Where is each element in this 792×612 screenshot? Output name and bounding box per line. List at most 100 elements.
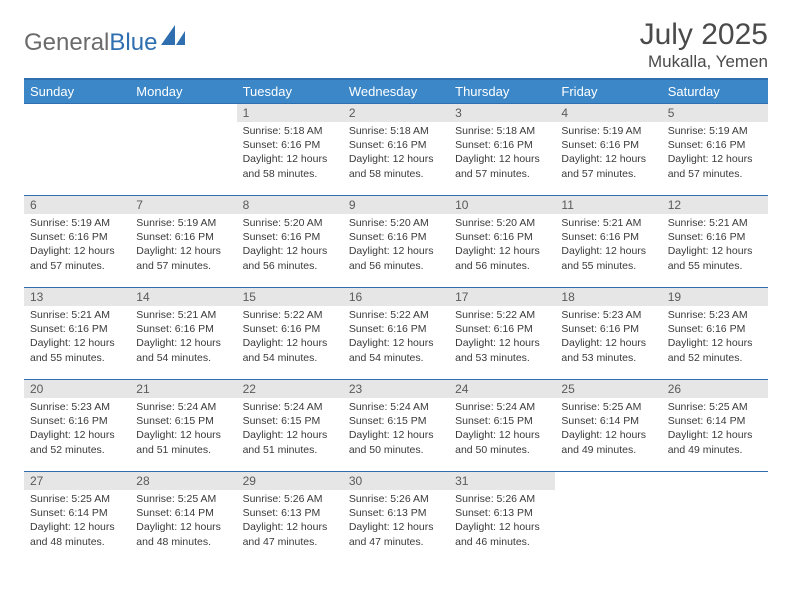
- calendar-day-cell: 24Sunrise: 5:24 AMSunset: 6:15 PMDayligh…: [449, 380, 555, 472]
- calendar-week-row: 6Sunrise: 5:19 AMSunset: 6:16 PMDaylight…: [24, 196, 768, 288]
- calendar-day-cell: 23Sunrise: 5:24 AMSunset: 6:15 PMDayligh…: [343, 380, 449, 472]
- day-details: Sunrise: 5:26 AMSunset: 6:13 PMDaylight:…: [237, 490, 343, 553]
- calendar-week-row: 20Sunrise: 5:23 AMSunset: 6:16 PMDayligh…: [24, 380, 768, 472]
- calendar-day-cell: 31Sunrise: 5:26 AMSunset: 6:13 PMDayligh…: [449, 472, 555, 564]
- logo-sail-icon: [161, 24, 187, 52]
- day-details: Sunrise: 5:22 AMSunset: 6:16 PMDaylight:…: [343, 306, 449, 369]
- calendar-day-cell: [662, 472, 768, 564]
- day-details: Sunrise: 5:22 AMSunset: 6:16 PMDaylight:…: [449, 306, 555, 369]
- day-details: Sunrise: 5:18 AMSunset: 6:16 PMDaylight:…: [449, 122, 555, 185]
- day-of-week-header: Friday: [555, 79, 661, 104]
- day-details: Sunrise: 5:21 AMSunset: 6:16 PMDaylight:…: [24, 306, 130, 369]
- day-details: Sunrise: 5:24 AMSunset: 6:15 PMDaylight:…: [130, 398, 236, 461]
- page-title: July 2025: [640, 18, 768, 52]
- day-number: 3: [449, 104, 555, 122]
- day-number: 10: [449, 196, 555, 214]
- day-number: 26: [662, 380, 768, 398]
- calendar-day-cell: [555, 472, 661, 564]
- calendar-day-cell: 16Sunrise: 5:22 AMSunset: 6:16 PMDayligh…: [343, 288, 449, 380]
- day-number: 4: [555, 104, 661, 122]
- day-number: 31: [449, 472, 555, 490]
- day-details: Sunrise: 5:19 AMSunset: 6:16 PMDaylight:…: [662, 122, 768, 185]
- calendar-day-cell: 25Sunrise: 5:25 AMSunset: 6:14 PMDayligh…: [555, 380, 661, 472]
- day-number: 7: [130, 196, 236, 214]
- logo: GeneralBlue: [24, 24, 187, 62]
- calendar-day-cell: 19Sunrise: 5:23 AMSunset: 6:16 PMDayligh…: [662, 288, 768, 380]
- calendar-day-cell: 29Sunrise: 5:26 AMSunset: 6:13 PMDayligh…: [237, 472, 343, 564]
- day-of-week-header: Tuesday: [237, 79, 343, 104]
- day-details: Sunrise: 5:23 AMSunset: 6:16 PMDaylight:…: [662, 306, 768, 369]
- calendar-day-cell: 20Sunrise: 5:23 AMSunset: 6:16 PMDayligh…: [24, 380, 130, 472]
- day-number: 29: [237, 472, 343, 490]
- calendar-day-cell: 17Sunrise: 5:22 AMSunset: 6:16 PMDayligh…: [449, 288, 555, 380]
- calendar-day-cell: 15Sunrise: 5:22 AMSunset: 6:16 PMDayligh…: [237, 288, 343, 380]
- calendar-day-cell: 27Sunrise: 5:25 AMSunset: 6:14 PMDayligh…: [24, 472, 130, 564]
- day-number: 22: [237, 380, 343, 398]
- day-number: 18: [555, 288, 661, 306]
- day-number: 30: [343, 472, 449, 490]
- calendar-day-cell: 22Sunrise: 5:24 AMSunset: 6:15 PMDayligh…: [237, 380, 343, 472]
- calendar-day-cell: 6Sunrise: 5:19 AMSunset: 6:16 PMDaylight…: [24, 196, 130, 288]
- day-number: 23: [343, 380, 449, 398]
- day-number: 8: [237, 196, 343, 214]
- day-of-week-header: Sunday: [24, 79, 130, 104]
- header: GeneralBlue July 2025 Mukalla, Yemen: [24, 18, 768, 72]
- day-number: 17: [449, 288, 555, 306]
- day-details: Sunrise: 5:18 AMSunset: 6:16 PMDaylight:…: [343, 122, 449, 185]
- calendar-day-cell: 11Sunrise: 5:21 AMSunset: 6:16 PMDayligh…: [555, 196, 661, 288]
- calendar-day-cell: 13Sunrise: 5:21 AMSunset: 6:16 PMDayligh…: [24, 288, 130, 380]
- day-details: Sunrise: 5:26 AMSunset: 6:13 PMDaylight:…: [343, 490, 449, 553]
- day-details: Sunrise: 5:21 AMSunset: 6:16 PMDaylight:…: [555, 214, 661, 277]
- day-of-week-header: Thursday: [449, 79, 555, 104]
- day-details: Sunrise: 5:25 AMSunset: 6:14 PMDaylight:…: [24, 490, 130, 553]
- logo-text-blue: Blue: [109, 29, 157, 57]
- calendar-day-cell: [130, 104, 236, 196]
- day-number: 28: [130, 472, 236, 490]
- day-details: Sunrise: 5:21 AMSunset: 6:16 PMDaylight:…: [130, 306, 236, 369]
- day-number: 25: [555, 380, 661, 398]
- day-details: Sunrise: 5:21 AMSunset: 6:16 PMDaylight:…: [662, 214, 768, 277]
- day-details: Sunrise: 5:20 AMSunset: 6:16 PMDaylight:…: [237, 214, 343, 277]
- day-details: Sunrise: 5:18 AMSunset: 6:16 PMDaylight:…: [237, 122, 343, 185]
- day-details: Sunrise: 5:24 AMSunset: 6:15 PMDaylight:…: [449, 398, 555, 461]
- calendar-day-cell: 18Sunrise: 5:23 AMSunset: 6:16 PMDayligh…: [555, 288, 661, 380]
- day-of-week-row: SundayMondayTuesdayWednesdayThursdayFrid…: [24, 79, 768, 104]
- calendar-day-cell: 5Sunrise: 5:19 AMSunset: 6:16 PMDaylight…: [662, 104, 768, 196]
- day-details: Sunrise: 5:25 AMSunset: 6:14 PMDaylight:…: [555, 398, 661, 461]
- day-number: 13: [24, 288, 130, 306]
- day-details: Sunrise: 5:24 AMSunset: 6:15 PMDaylight:…: [237, 398, 343, 461]
- calendar-week-row: 13Sunrise: 5:21 AMSunset: 6:16 PMDayligh…: [24, 288, 768, 380]
- day-details: Sunrise: 5:24 AMSunset: 6:15 PMDaylight:…: [343, 398, 449, 461]
- day-number: 5: [662, 104, 768, 122]
- day-number: 27: [24, 472, 130, 490]
- day-details: Sunrise: 5:20 AMSunset: 6:16 PMDaylight:…: [343, 214, 449, 277]
- calendar-body: 1Sunrise: 5:18 AMSunset: 6:16 PMDaylight…: [24, 104, 768, 564]
- calendar-day-cell: 7Sunrise: 5:19 AMSunset: 6:16 PMDaylight…: [130, 196, 236, 288]
- calendar-week-row: 27Sunrise: 5:25 AMSunset: 6:14 PMDayligh…: [24, 472, 768, 564]
- day-of-week-header: Saturday: [662, 79, 768, 104]
- calendar-day-cell: 2Sunrise: 5:18 AMSunset: 6:16 PMDaylight…: [343, 104, 449, 196]
- day-number: 6: [24, 196, 130, 214]
- day-details: Sunrise: 5:19 AMSunset: 6:16 PMDaylight:…: [555, 122, 661, 185]
- calendar-day-cell: 9Sunrise: 5:20 AMSunset: 6:16 PMDaylight…: [343, 196, 449, 288]
- calendar-day-cell: 8Sunrise: 5:20 AMSunset: 6:16 PMDaylight…: [237, 196, 343, 288]
- calendar-week-row: 1Sunrise: 5:18 AMSunset: 6:16 PMDaylight…: [24, 104, 768, 196]
- calendar-table: SundayMondayTuesdayWednesdayThursdayFrid…: [24, 78, 768, 564]
- day-number: 19: [662, 288, 768, 306]
- calendar-day-cell: 4Sunrise: 5:19 AMSunset: 6:16 PMDaylight…: [555, 104, 661, 196]
- calendar-day-cell: [24, 104, 130, 196]
- day-number: 1: [237, 104, 343, 122]
- calendar-day-cell: 28Sunrise: 5:25 AMSunset: 6:14 PMDayligh…: [130, 472, 236, 564]
- calendar-day-cell: 12Sunrise: 5:21 AMSunset: 6:16 PMDayligh…: [662, 196, 768, 288]
- day-number: 16: [343, 288, 449, 306]
- day-number: 24: [449, 380, 555, 398]
- day-number: 12: [662, 196, 768, 214]
- day-number: 21: [130, 380, 236, 398]
- calendar-day-cell: 10Sunrise: 5:20 AMSunset: 6:16 PMDayligh…: [449, 196, 555, 288]
- title-block: July 2025 Mukalla, Yemen: [640, 18, 768, 72]
- day-number: 9: [343, 196, 449, 214]
- calendar-day-cell: 14Sunrise: 5:21 AMSunset: 6:16 PMDayligh…: [130, 288, 236, 380]
- day-details: Sunrise: 5:26 AMSunset: 6:13 PMDaylight:…: [449, 490, 555, 553]
- day-details: Sunrise: 5:19 AMSunset: 6:16 PMDaylight:…: [130, 214, 236, 277]
- day-number: 2: [343, 104, 449, 122]
